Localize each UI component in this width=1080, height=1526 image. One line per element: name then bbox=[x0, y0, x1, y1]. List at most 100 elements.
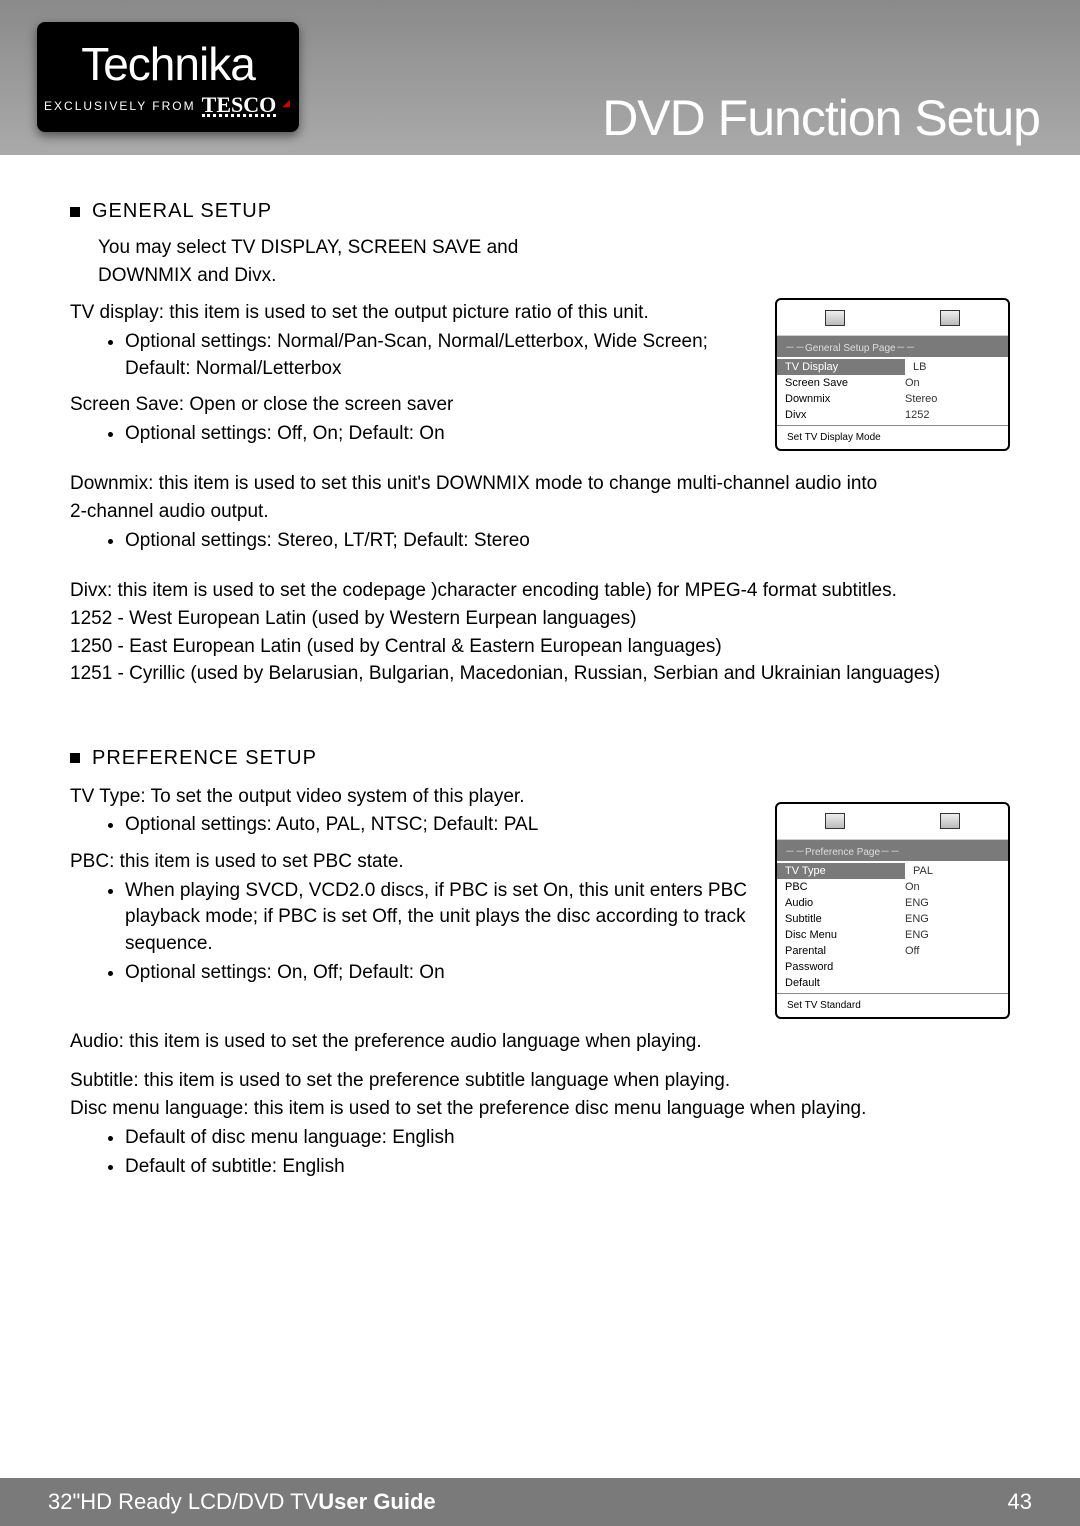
page-title: DVD Function Setup bbox=[602, 89, 1040, 147]
osd-key: Parental bbox=[785, 945, 905, 957]
screensave-opt: Optional settings: Off, On; Default: On bbox=[125, 421, 750, 448]
osd-row: Password bbox=[777, 959, 1008, 975]
osd-row: PBCOn bbox=[777, 879, 1008, 895]
tesco-logo: TESCO bbox=[202, 95, 277, 118]
screensave-label: Screen Save: Open or close the screen sa… bbox=[70, 392, 750, 418]
osd-row: SubtitleENG bbox=[777, 911, 1008, 927]
osd-value: On bbox=[905, 377, 1000, 389]
brand-name: Technika bbox=[81, 37, 255, 91]
intro-line-2: DOWNMIX and Divx. bbox=[98, 263, 1010, 289]
osd-key: Downmix bbox=[785, 393, 905, 405]
osd-value: ENG bbox=[905, 897, 1000, 909]
downmix-p1: Downmix: this item is used to set this u… bbox=[70, 471, 1010, 497]
osd-key: Subtitle bbox=[785, 913, 905, 925]
downmix-list: Optional settings: Stereo, LT/RT; Defaul… bbox=[125, 528, 1010, 555]
osd-header bbox=[777, 300, 1008, 336]
osd-body: TV TypePALPBCOnAudioENGSubtitleENGDisc M… bbox=[777, 861, 1008, 993]
pref-two-col: TV Type: To set the output video system … bbox=[70, 782, 1010, 1019]
section-title-preference: PREFERENCE SETUP bbox=[92, 747, 317, 770]
osd-hint: Set TV Standard bbox=[777, 993, 1008, 1017]
osd-key: Divx bbox=[785, 409, 905, 421]
tvtype-label: TV Type: To set the output video system … bbox=[70, 784, 750, 810]
section-title-general: GENERAL SETUP bbox=[92, 200, 272, 223]
osd-value: ENG bbox=[905, 913, 1000, 925]
osd-tab-label: －－Preference Page－－ bbox=[777, 840, 1008, 861]
defaults-list: Default of disc menu language: English D… bbox=[125, 1125, 1010, 1181]
osd-value: PAL bbox=[905, 863, 1008, 879]
osd-value: Off bbox=[905, 945, 1000, 957]
osd-row: TV TypePAL bbox=[777, 863, 1008, 879]
section-head-preference: PREFERENCE SETUP bbox=[70, 747, 1010, 770]
general-left: TV display: this item is used to set the… bbox=[70, 298, 750, 457]
tvdisplay-opt: Optional settings: Normal/Pan-Scan, Norm… bbox=[125, 329, 750, 382]
osd-row: Screen SaveOn bbox=[777, 375, 1008, 391]
default-discmenu: Default of disc menu language: English bbox=[125, 1125, 1010, 1152]
footer-size: 32" bbox=[48, 1489, 80, 1515]
osd-tab-icon bbox=[940, 813, 960, 829]
osd-row: Default bbox=[777, 975, 1008, 991]
brand-logo-badge: Technika EXCLUSIVELY FROM TESCO ◢ bbox=[37, 22, 299, 132]
downmix-p2: 2-channel audio output. bbox=[70, 499, 1010, 525]
osd-preference: －－Preference Page－－ TV TypePALPBCOnAudio… bbox=[775, 802, 1010, 1019]
square-bullet-icon bbox=[70, 753, 80, 763]
tesco-flag-icon: ◢ bbox=[282, 98, 292, 109]
tvtype-list: Optional settings: Auto, PAL, NTSC; Defa… bbox=[125, 812, 750, 839]
osd-key: TV Type bbox=[785, 865, 905, 877]
page-number: 43 bbox=[1008, 1489, 1032, 1515]
divx-1251: 1251 - Cyrillic (used by Belarusian, Bul… bbox=[70, 661, 1010, 687]
section-head-general: GENERAL SETUP bbox=[70, 200, 1010, 223]
square-bullet-icon bbox=[70, 207, 80, 217]
osd-row: DownmixStereo bbox=[777, 391, 1008, 407]
page-header: Technika EXCLUSIVELY FROM TESCO ◢ DVD Fu… bbox=[0, 0, 1080, 155]
footer-bold: User Guide bbox=[318, 1489, 435, 1515]
default-subtitle: Default of subtitle: English bbox=[125, 1154, 1010, 1181]
page-content: GENERAL SETUP You may select TV DISPLAY,… bbox=[0, 155, 1080, 1181]
osd-value: ENG bbox=[905, 929, 1000, 941]
osd-row: Divx1252 bbox=[777, 407, 1008, 423]
osd-value: LB bbox=[905, 359, 1008, 375]
divx-1252: 1252 - West European Latin (used by West… bbox=[70, 606, 1010, 632]
tvdisplay-label: TV display: this item is used to set the… bbox=[70, 300, 750, 326]
osd-value: Stereo bbox=[905, 393, 1000, 405]
osd-tab-label: －－General Setup Page－－ bbox=[777, 336, 1008, 357]
osd-key: Screen Save bbox=[785, 377, 905, 389]
osd-row: Disc MenuENG bbox=[777, 927, 1008, 943]
osd-key: TV Display bbox=[785, 361, 905, 373]
divx-label: Divx: this item is used to set the codep… bbox=[70, 578, 1010, 604]
discmenu-label: Disc menu language: this item is used to… bbox=[70, 1096, 1010, 1122]
osd-key: PBC bbox=[785, 881, 905, 893]
osd-hint: Set TV Display Mode bbox=[777, 425, 1008, 449]
downmix-opt: Optional settings: Stereo, LT/RT; Defaul… bbox=[125, 528, 1010, 555]
sub-prefix: EXCLUSIVELY FROM bbox=[44, 99, 196, 113]
footer-mid: HD Ready LCD/DVD TV bbox=[80, 1489, 318, 1515]
osd-key: Default bbox=[785, 977, 905, 989]
pbc-desc: When playing SVCD, VCD2.0 discs, if PBC … bbox=[125, 878, 750, 958]
osd-body: TV DisplayLBScreen SaveOnDownmixStereoDi… bbox=[777, 357, 1008, 425]
page-footer: 32" HD Ready LCD/DVD TV User Guide 43 bbox=[0, 1478, 1080, 1526]
osd-row: TV DisplayLB bbox=[777, 359, 1008, 375]
audio-label: Audio: this item is used to set the pref… bbox=[70, 1029, 1010, 1055]
osd-header bbox=[777, 804, 1008, 840]
osd-value bbox=[905, 977, 1000, 989]
pbc-list: When playing SVCD, VCD2.0 discs, if PBC … bbox=[125, 878, 750, 987]
osd-value bbox=[905, 961, 1000, 973]
general-intro: You may select TV DISPLAY, SCREEN SAVE a… bbox=[98, 235, 1010, 288]
osd-tab-icon bbox=[825, 813, 845, 829]
osd-row: ParentalOff bbox=[777, 943, 1008, 959]
tvdisplay-list: Optional settings: Normal/Pan-Scan, Norm… bbox=[125, 329, 750, 382]
tvtype-opt: Optional settings: Auto, PAL, NTSC; Defa… bbox=[125, 812, 750, 839]
pref-left: TV Type: To set the output video system … bbox=[70, 782, 750, 997]
osd-row: AudioENG bbox=[777, 895, 1008, 911]
osd-key: Audio bbox=[785, 897, 905, 909]
osd-key: Disc Menu bbox=[785, 929, 905, 941]
osd-general-setup: －－General Setup Page－－ TV DisplayLBScree… bbox=[775, 298, 1010, 451]
divx-1250: 1250 - East European Latin (used by Cent… bbox=[70, 634, 1010, 660]
screensave-list: Optional settings: Off, On; Default: On bbox=[125, 421, 750, 448]
pbc-label: PBC: this item is used to set PBC state. bbox=[70, 849, 750, 875]
osd-key: Password bbox=[785, 961, 905, 973]
subtitle-label: Subtitle: this item is used to set the p… bbox=[70, 1068, 1010, 1094]
general-two-col: TV display: this item is used to set the… bbox=[70, 298, 1010, 457]
osd-value: On bbox=[905, 881, 1000, 893]
brand-subline: EXCLUSIVELY FROM TESCO ◢ bbox=[44, 95, 292, 118]
osd-tab-icon bbox=[825, 310, 845, 326]
